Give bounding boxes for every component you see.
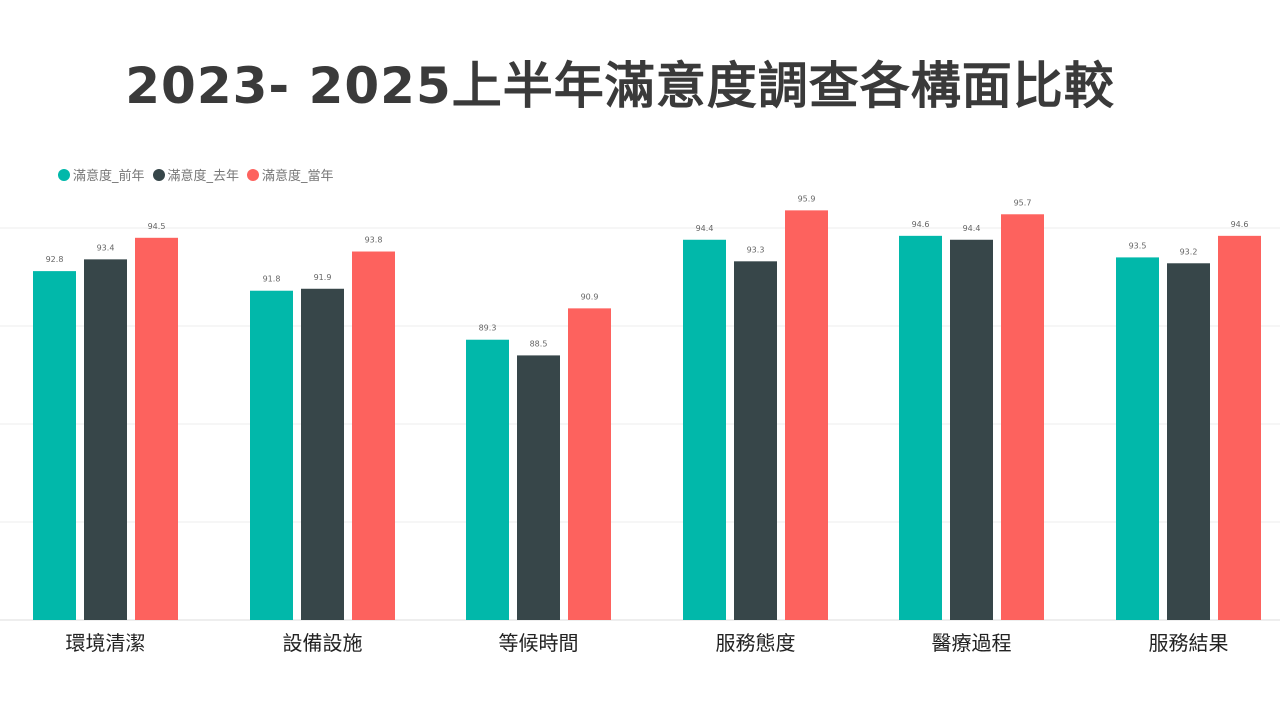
data-label: 93.3 [747,245,765,254]
category-tick-label: 等候時間 [499,631,579,655]
bar[interactable] [466,339,509,620]
bar[interactable] [1116,257,1159,620]
data-label: 94.6 [912,220,930,229]
data-label: 91.8 [263,275,281,284]
data-label: 95.9 [798,194,816,203]
data-label: 94.4 [696,224,714,233]
chart-legend: 滿意度_前年 滿意度_去年 滿意度_當年 [58,165,342,184]
chart-title: 2023- 2025上半年滿意度調查各構面比較 [125,57,1115,115]
data-label: 94.5 [148,222,166,231]
bar[interactable] [734,261,777,620]
category-tick-label: 環境清潔 [66,631,146,655]
data-label: 88.5 [530,339,548,348]
bar[interactable] [352,251,395,620]
data-label: 95.7 [1014,198,1032,207]
bar[interactable] [517,355,560,620]
bar[interactable] [683,239,726,620]
legend-dot-icon [58,168,70,181]
data-label: 91.9 [314,273,332,282]
bar[interactable] [1218,235,1261,620]
bar[interactable] [1167,263,1210,620]
data-label: 93.2 [1180,247,1198,256]
data-label: 93.5 [1129,241,1147,250]
bar[interactable] [250,290,293,620]
bar[interactable] [33,271,76,620]
legend-item[interactable]: 滿意度_前年 [58,165,145,184]
bar[interactable] [899,235,942,620]
data-label: 94.6 [1231,220,1249,229]
data-label: 90.9 [581,292,599,301]
category-tick-label: 設備設施 [283,631,363,655]
category-tick-label: 服務結果 [1149,631,1229,655]
bar[interactable] [568,308,611,620]
bar[interactable] [1001,214,1044,620]
legend-dot-icon [152,168,165,181]
bar[interactable] [135,237,178,621]
category-tick-label: 服務態度 [716,631,796,655]
legend-label: 滿意度_前年 [73,169,145,184]
bar[interactable] [950,239,993,620]
bar[interactable] [785,210,828,621]
data-label: 92.8 [46,255,64,264]
legend-item[interactable]: 滿意度_去年 [152,165,240,184]
data-label: 89.3 [479,324,497,333]
data-label: 94.4 [963,224,981,233]
bar[interactable] [301,288,344,620]
legend-label: 滿意度_當年 [262,169,334,184]
bar[interactable] [84,259,127,620]
data-label: 93.8 [365,236,383,245]
legend-label: 滿意度_去年 [167,169,240,184]
data-label: 93.4 [97,243,115,252]
legend-dot-icon [247,168,260,181]
category-tick-label: 醫療過程 [932,631,1012,655]
legend-item[interactable]: 滿意度_當年 [247,165,334,184]
